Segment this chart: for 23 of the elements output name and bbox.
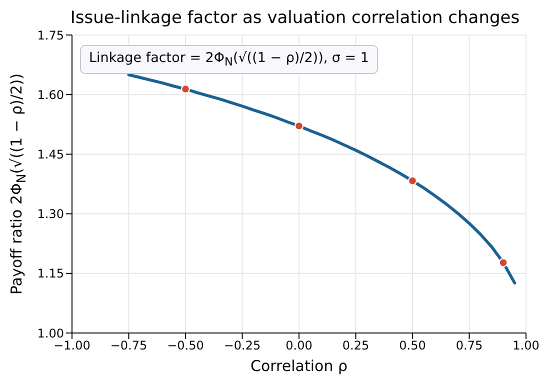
x-tick-label: 1.00 xyxy=(512,338,540,353)
chart-title: Issue-linkage factor as valuation correlation changes xyxy=(70,8,520,28)
x-tick-label: 0.75 xyxy=(456,338,483,353)
point xyxy=(408,176,418,186)
y-tick-label: 1.00 xyxy=(37,326,64,340)
y-tick-label: 1.30 xyxy=(37,207,64,222)
y-tick-label: 1.60 xyxy=(37,88,64,102)
point xyxy=(498,258,508,268)
x-axis-title: Correlation ρ xyxy=(250,357,348,375)
y-tick-label: 1.75 xyxy=(37,28,64,42)
x-tick-label: 0.25 xyxy=(342,338,370,353)
line-series xyxy=(127,73,516,284)
x-tick-label: −0.25 xyxy=(224,338,261,353)
point xyxy=(294,121,304,131)
point xyxy=(180,84,190,94)
x-tick-label: −1.00 xyxy=(54,338,90,353)
annotation: Linkage factor = 2Φ$_{N}$(√((1 − ρ)/2)), σ = 1 xyxy=(89,50,369,69)
x-tick-label: −0.50 xyxy=(167,338,204,353)
x-tick-label: 0.50 xyxy=(399,338,426,353)
x-tick-label: −0.75 xyxy=(110,338,148,353)
y-tick-label: 1.15 xyxy=(37,266,64,281)
x-tick-label: 0.00 xyxy=(286,338,312,353)
y-tick-label: 1.45 xyxy=(37,147,64,162)
